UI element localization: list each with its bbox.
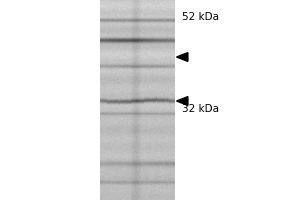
Polygon shape [176, 97, 188, 105]
Text: 52 kDa: 52 kDa [182, 12, 218, 22]
Text: 32 kDa: 32 kDa [182, 104, 218, 114]
Polygon shape [176, 53, 188, 61]
